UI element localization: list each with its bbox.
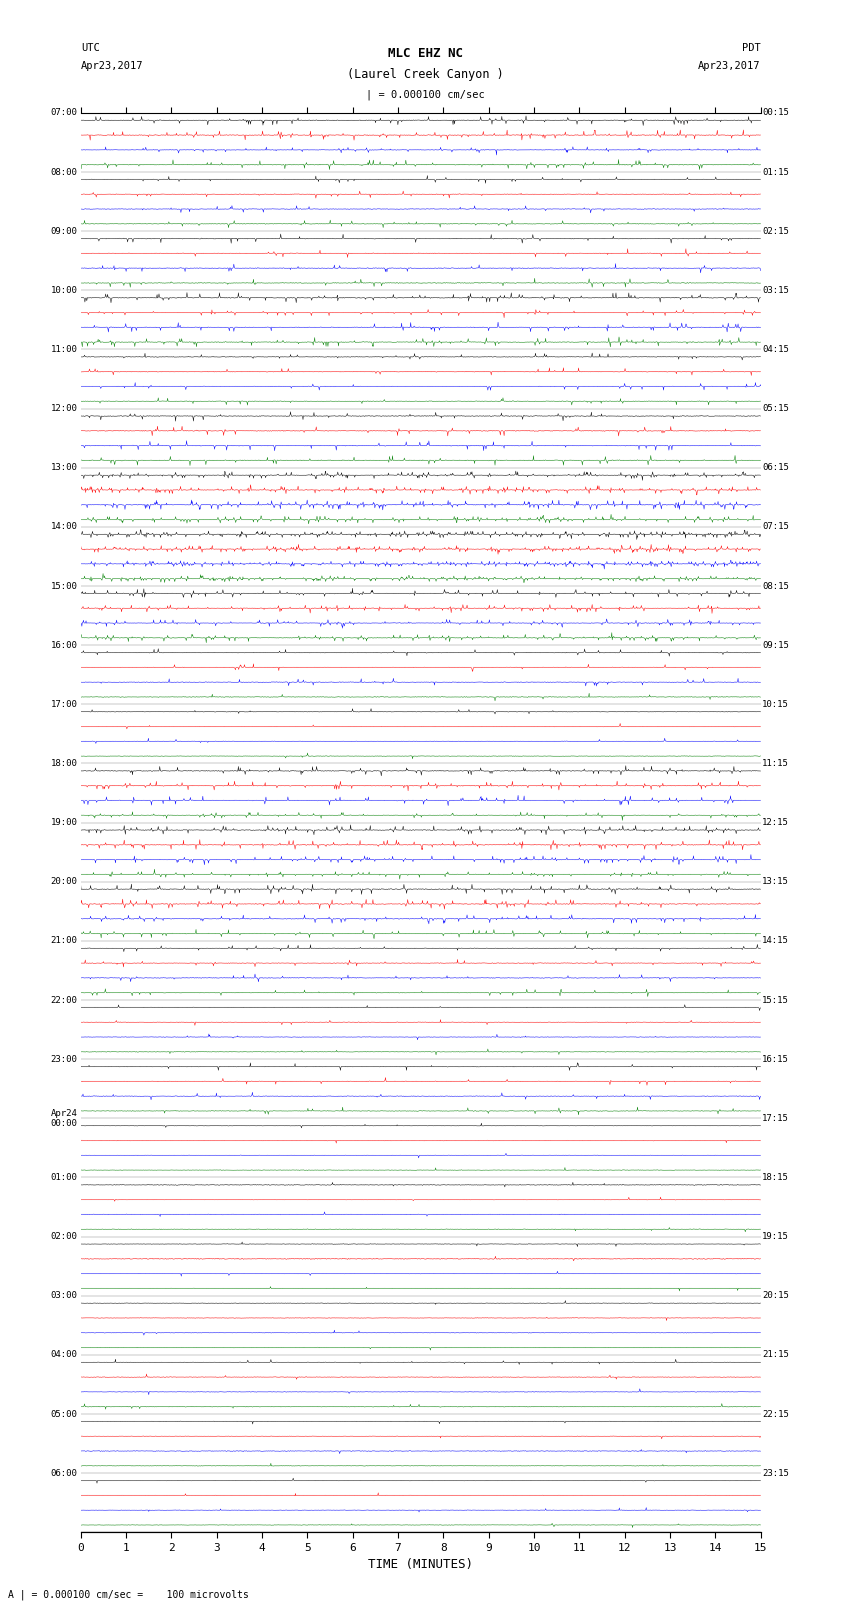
Text: 07:00: 07:00 xyxy=(50,108,77,118)
Text: 09:00: 09:00 xyxy=(50,227,77,235)
Text: 03:00: 03:00 xyxy=(50,1292,77,1300)
Text: 08:00: 08:00 xyxy=(50,168,77,176)
Text: 20:15: 20:15 xyxy=(762,1292,789,1300)
Text: 04:00: 04:00 xyxy=(50,1350,77,1360)
Text: 01:15: 01:15 xyxy=(762,168,789,176)
Text: UTC: UTC xyxy=(81,44,99,53)
Text: 05:00: 05:00 xyxy=(50,1410,77,1418)
Text: 11:15: 11:15 xyxy=(762,760,789,768)
Text: (Laurel Creek Canyon ): (Laurel Creek Canyon ) xyxy=(347,68,503,81)
Text: 18:15: 18:15 xyxy=(762,1173,789,1182)
Text: 11:00: 11:00 xyxy=(50,345,77,353)
Text: MLC EHZ NC: MLC EHZ NC xyxy=(388,47,462,60)
Text: 02:15: 02:15 xyxy=(762,227,789,235)
Text: Apr23,2017: Apr23,2017 xyxy=(81,61,144,71)
Text: 10:15: 10:15 xyxy=(762,700,789,708)
Text: 19:00: 19:00 xyxy=(50,818,77,827)
Text: 16:00: 16:00 xyxy=(50,640,77,650)
Text: 23:00: 23:00 xyxy=(50,1055,77,1063)
Text: 09:15: 09:15 xyxy=(762,640,789,650)
Text: 17:00: 17:00 xyxy=(50,700,77,708)
Text: 12:00: 12:00 xyxy=(50,405,77,413)
Text: 02:00: 02:00 xyxy=(50,1232,77,1240)
Text: 19:15: 19:15 xyxy=(762,1232,789,1240)
Text: 16:15: 16:15 xyxy=(762,1055,789,1063)
Text: 21:00: 21:00 xyxy=(50,937,77,945)
Text: 20:00: 20:00 xyxy=(50,877,77,886)
Text: 07:15: 07:15 xyxy=(762,523,789,531)
Text: 06:00: 06:00 xyxy=(50,1469,77,1478)
Text: A | = 0.000100 cm/sec =    100 microvolts: A | = 0.000100 cm/sec = 100 microvolts xyxy=(8,1589,249,1600)
Text: 14:15: 14:15 xyxy=(762,937,789,945)
Text: 15:00: 15:00 xyxy=(50,582,77,590)
Text: 21:15: 21:15 xyxy=(762,1350,789,1360)
Text: 14:00: 14:00 xyxy=(50,523,77,531)
Text: 22:15: 22:15 xyxy=(762,1410,789,1418)
Text: | = 0.000100 cm/sec: | = 0.000100 cm/sec xyxy=(366,89,484,100)
Text: 15:15: 15:15 xyxy=(762,995,789,1005)
Text: 01:00: 01:00 xyxy=(50,1173,77,1182)
Text: PDT: PDT xyxy=(742,44,761,53)
Text: 06:15: 06:15 xyxy=(762,463,789,473)
Text: Apr24
00:00: Apr24 00:00 xyxy=(50,1108,77,1127)
Text: 04:15: 04:15 xyxy=(762,345,789,353)
Text: 03:15: 03:15 xyxy=(762,286,789,295)
X-axis label: TIME (MINUTES): TIME (MINUTES) xyxy=(368,1558,473,1571)
Text: 23:15: 23:15 xyxy=(762,1469,789,1478)
Text: 17:15: 17:15 xyxy=(762,1115,789,1123)
Text: Apr23,2017: Apr23,2017 xyxy=(698,61,761,71)
Text: 22:00: 22:00 xyxy=(50,995,77,1005)
Text: 10:00: 10:00 xyxy=(50,286,77,295)
Text: 00:15: 00:15 xyxy=(762,108,789,118)
Text: 13:00: 13:00 xyxy=(50,463,77,473)
Text: 13:15: 13:15 xyxy=(762,877,789,886)
Text: 05:15: 05:15 xyxy=(762,405,789,413)
Text: 08:15: 08:15 xyxy=(762,582,789,590)
Text: 18:00: 18:00 xyxy=(50,760,77,768)
Text: 12:15: 12:15 xyxy=(762,818,789,827)
